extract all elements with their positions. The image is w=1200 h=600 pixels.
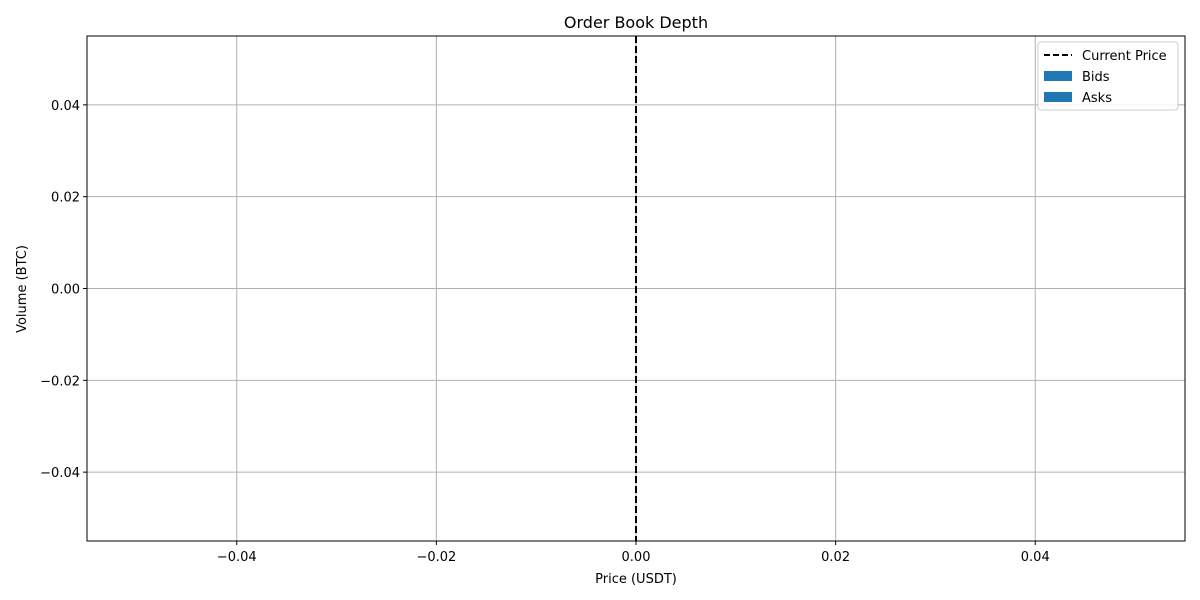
y-tick-label: 0.02 <box>51 191 80 206</box>
legend-asks-swatch <box>1044 92 1072 102</box>
x-axis-label: Price (USDT) <box>595 572 677 587</box>
legend-bids-label: Bids <box>1082 70 1110 85</box>
x-tick-label: −0.04 <box>217 550 257 565</box>
x-tick-label: 0.04 <box>1021 550 1050 565</box>
y-tick-label: 0.00 <box>51 283 80 298</box>
chart-title: Order Book Depth <box>564 13 708 32</box>
legend-current-price-label: Current Price <box>1082 49 1167 64</box>
x-tick-label: −0.02 <box>416 550 456 565</box>
legend-bids-swatch <box>1044 71 1072 81</box>
y-axis-ticks: −0.04 −0.02 0.00 0.02 0.04 <box>40 99 87 481</box>
y-tick-label: −0.02 <box>40 374 80 389</box>
x-axis-ticks: −0.04 −0.02 0.00 0.02 0.04 <box>217 541 1050 565</box>
legend-box <box>1037 41 1179 111</box>
y-tick-label: −0.04 <box>40 466 80 481</box>
legend-asks-label: Asks <box>1082 91 1112 106</box>
y-axis-label: Volume (BTC) <box>15 245 30 333</box>
x-tick-label: 0.00 <box>622 550 651 565</box>
legend: Current Price Bids Asks <box>1037 41 1179 111</box>
y-tick-label: 0.04 <box>51 99 80 114</box>
x-tick-label: 0.02 <box>821 550 850 565</box>
